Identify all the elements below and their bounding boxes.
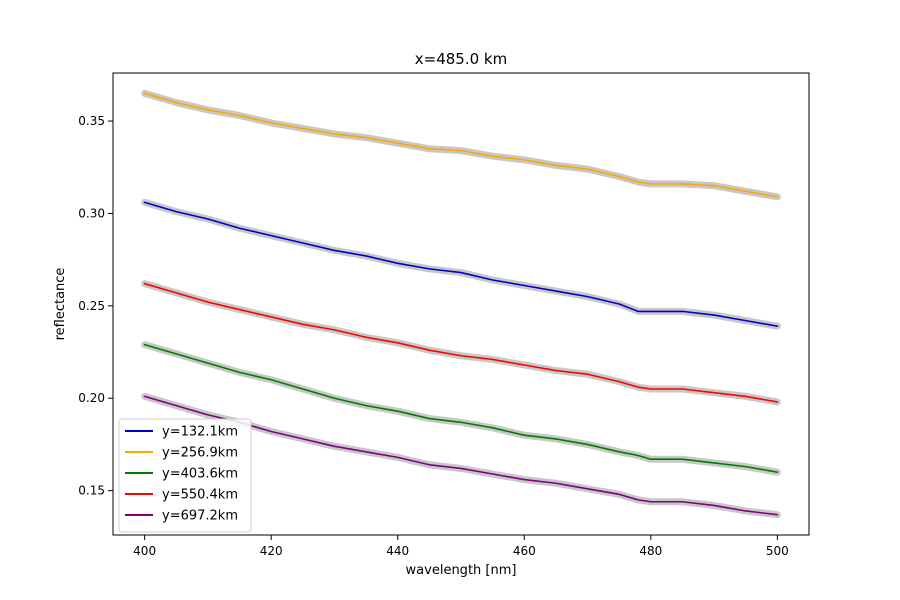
- series-line-3: [143, 343, 779, 473]
- y-axis: 0.15 0.20 0.25 0.30 0.35: [78, 114, 113, 498]
- series-line-4: [143, 282, 779, 403]
- y-tick-label: 0.15: [78, 484, 105, 498]
- x-axis: 400 420 440 460 480 500: [133, 535, 789, 558]
- chart-title: x=485.0 km: [415, 50, 507, 68]
- y-tick-label: 0.35: [78, 114, 105, 128]
- legend-label: y=550.4km: [162, 488, 238, 503]
- legend-label: y=132.1km: [162, 425, 238, 440]
- series-line-2: [143, 92, 779, 198]
- legend-label: y=697.2km: [162, 509, 238, 524]
- x-axis-label: wavelength [nm]: [406, 563, 517, 578]
- y-axis-label: reflectance: [53, 268, 68, 341]
- series-band-4: [141, 280, 781, 406]
- x-tick-label: 460: [513, 544, 536, 558]
- y-tick-label: 0.30: [78, 206, 105, 220]
- y-tick-label: 0.25: [78, 299, 105, 313]
- x-tick-label: 400: [133, 544, 156, 558]
- legend-label: y=256.9km: [162, 446, 238, 461]
- x-tick-label: 440: [386, 544, 409, 558]
- series-layer: [141, 89, 781, 519]
- series-line-1: [143, 201, 779, 327]
- y-tick-label: 0.20: [78, 391, 105, 405]
- legend-label: y=403.6km: [162, 467, 238, 482]
- plot-area-frame: [112, 72, 810, 536]
- x-tick-label: 500: [766, 544, 789, 558]
- legend-box: [118, 418, 252, 533]
- x-tick-label: 480: [639, 544, 662, 558]
- legend: y=132.1km y=256.9km y=403.6km y=550.4km y=69…: [118, 418, 252, 533]
- series-band-2: [141, 89, 781, 201]
- x-tick-label: 420: [260, 544, 283, 558]
- series-line-5: [143, 395, 779, 516]
